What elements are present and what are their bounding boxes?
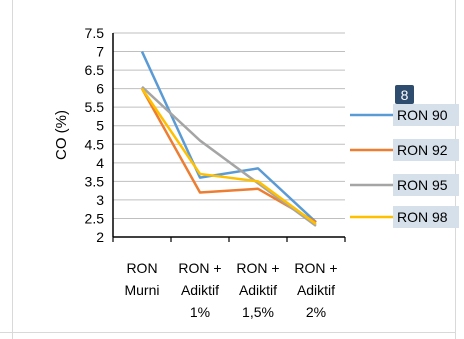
legend-highlight [393,174,459,196]
badge-number: 8 [401,87,409,103]
x-tick-label-line: 1,5% [242,304,274,320]
y-tick-label: 4 [96,155,104,171]
series-line [141,85,317,227]
y-tick-label: 7.5 [85,25,105,41]
x-tick-label-line: 2% [306,304,326,320]
x-tick-label-line: 1% [190,304,210,320]
y-axis-label: CO (%) [53,110,70,160]
legend-highlight [393,139,459,161]
x-tick-label: RON + Adiktif 2% [294,260,337,320]
y-tick-label: 6 [96,81,104,97]
x-tick-label-line: RON + [294,260,337,276]
y-tick-label: 5.5 [85,99,105,115]
x-tick-label-line: RON [126,260,157,276]
x-tick-label-line: RON + [236,260,279,276]
y-tick-label: 7 [96,44,104,60]
frame-border-left [12,0,13,339]
badge: 8 [395,85,414,104]
x-tick-label-line: Murni [124,282,159,298]
legend-label: RON 92 [397,142,448,158]
x-tick-label: RON Murni [124,260,159,298]
y-tick-label: 2 [96,229,104,245]
series-line [140,87,317,226]
x-tick-label-line: Adiktif [239,282,277,298]
legend-label: RON 98 [397,209,448,225]
x-tick-label-line: Adiktif [181,282,219,298]
series-lines [140,51,317,227]
frame-border-right [455,0,456,339]
legend-highlight [393,104,459,126]
y-tick-label: 3.5 [85,173,105,189]
frame-border-bottom [0,332,456,333]
legend-label: RON 90 [397,107,448,123]
legend: RON 90 RON 92 RON 95 RON 98 [350,104,459,228]
axes [112,33,346,242]
y-tick-label: 5 [96,118,104,134]
y-tick-label: 6.5 [85,62,105,78]
legend-highlight [393,206,459,228]
y-tick-label: 3 [96,192,104,208]
y-tick-label: 4.5 [85,136,105,152]
badge-box [395,85,414,104]
x-tick-label-line: Adiktif [297,282,335,298]
y-tick-labels: 7.5 7 6.5 6 5.5 5 4.5 4 3.5 3 2.5 2 [85,25,105,245]
x-tick-label: RON + Adiktif 1% [178,260,221,320]
legend-label: RON 95 [397,177,448,193]
x-tick-label: RON + Adiktif 1,5% [236,260,279,320]
y-tick-label: 2.5 [85,210,105,226]
x-tick-label-line: RON + [178,260,221,276]
